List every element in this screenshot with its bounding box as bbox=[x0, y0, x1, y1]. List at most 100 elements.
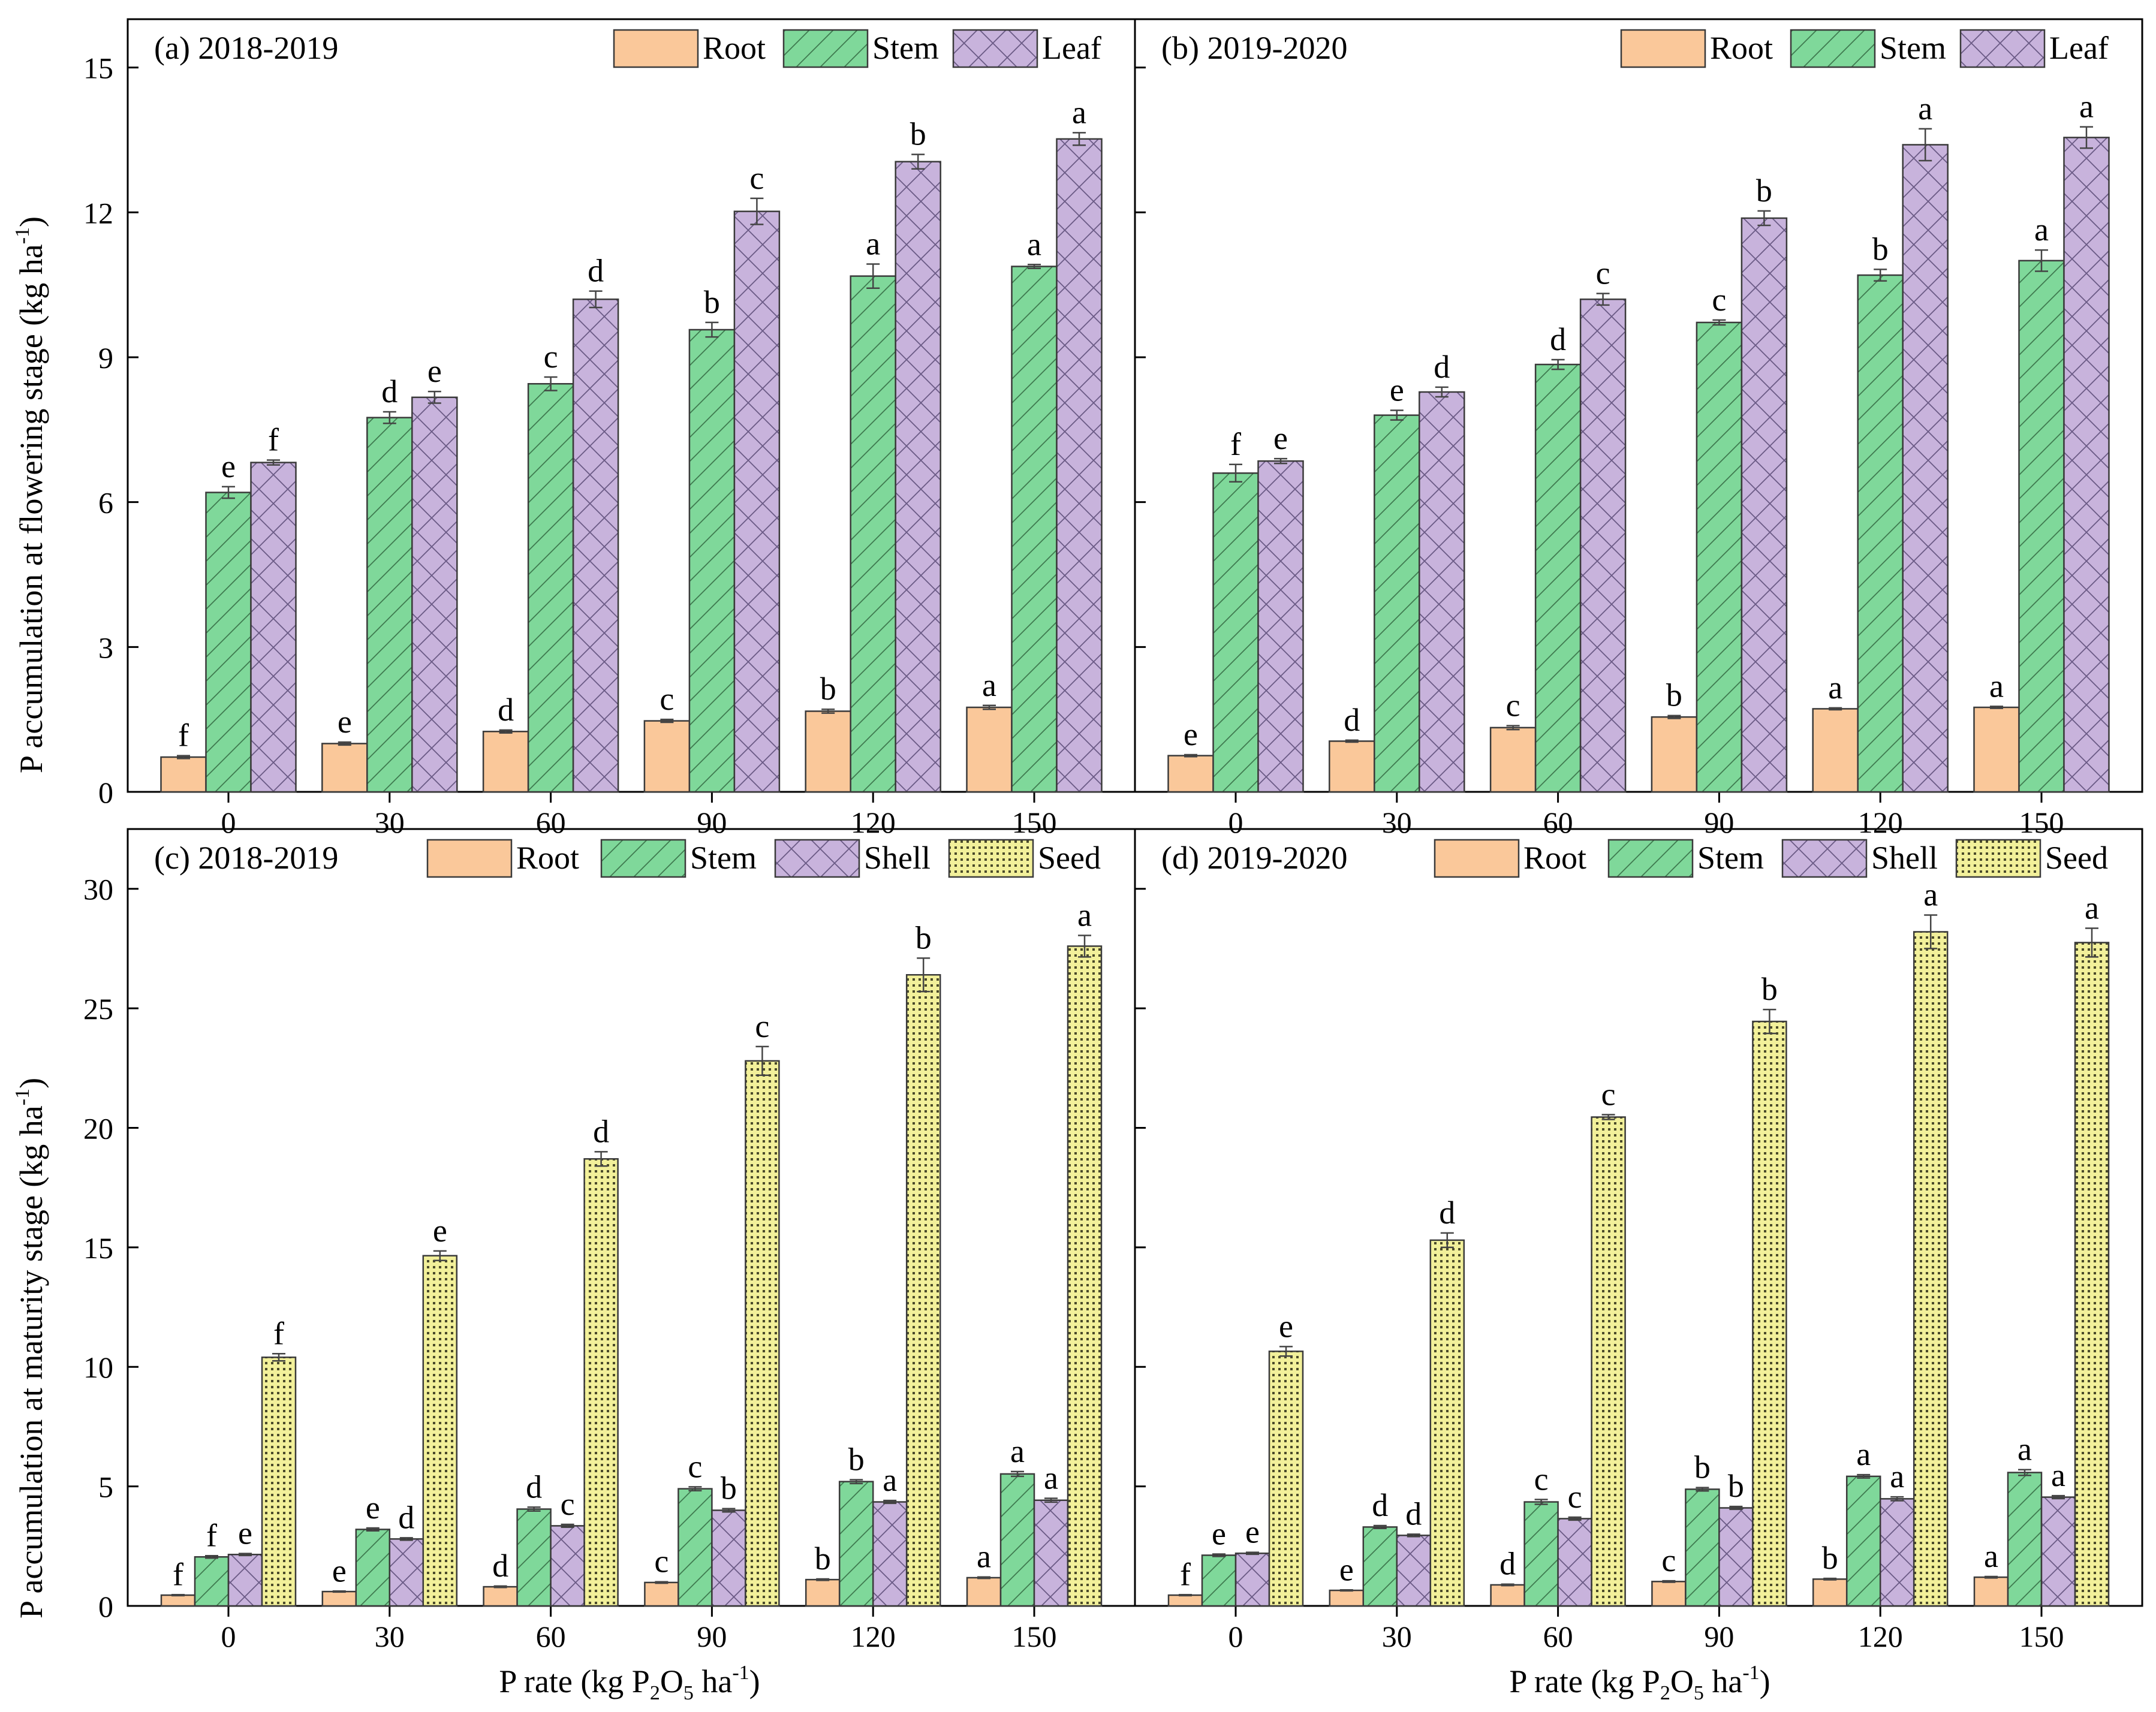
x-axis-title-right-prefix: P rate (kg P bbox=[1509, 1663, 1660, 1699]
error-bar-leaf bbox=[1757, 210, 1771, 227]
bar-stem bbox=[850, 275, 896, 793]
legend-swatch-shell bbox=[774, 839, 860, 878]
significance-letter: f bbox=[206, 1517, 217, 1553]
error-bar-root bbox=[983, 704, 996, 710]
error-bar-stem bbox=[1011, 1470, 1024, 1478]
bar-root bbox=[482, 731, 529, 793]
error-bar-shell bbox=[399, 1537, 413, 1541]
significance-letter: d bbox=[1405, 1496, 1422, 1532]
bar-seed bbox=[583, 1158, 619, 1607]
svg-text:P accumulation at flowering st: P accumulation at flowering stage (kg ha… bbox=[11, 216, 49, 773]
bar-root bbox=[1973, 706, 2020, 793]
error-bar-seed bbox=[433, 1250, 447, 1262]
panel-title: (b) 2019-2020 bbox=[1161, 30, 1347, 66]
error-bar-shell bbox=[1568, 1516, 1582, 1521]
error-bar-stem bbox=[366, 1527, 380, 1532]
bar-shell bbox=[1396, 1535, 1432, 1607]
svg-text:P rate (kg P2O5 ha-1): P rate (kg P2O5 ha-1) bbox=[499, 1662, 760, 1704]
legend-swatch-root bbox=[1620, 29, 1706, 68]
error-bar-root bbox=[1345, 739, 1359, 743]
bar-stem bbox=[355, 1529, 391, 1607]
significance-letter: e bbox=[433, 1213, 447, 1249]
bar-seed bbox=[261, 1357, 297, 1607]
error-bar-stem bbox=[1229, 463, 1242, 483]
significance-letter: a bbox=[1828, 670, 1842, 706]
x-axis-title-left-suffix: ha bbox=[694, 1663, 733, 1699]
significance-letter: a bbox=[1044, 1460, 1058, 1496]
x-axis-title-left-sub: 2 bbox=[650, 1682, 660, 1704]
x-tick-label: 60 bbox=[1543, 806, 1573, 839]
legend-swatch-stem bbox=[1790, 29, 1876, 68]
significance-letter: d bbox=[1499, 1546, 1516, 1582]
legend-label-leaf: Leaf bbox=[2049, 30, 2109, 66]
error-bar-stem bbox=[544, 376, 558, 391]
bar-leaf bbox=[895, 161, 941, 793]
significance-letter: a bbox=[1072, 94, 1086, 130]
significance-letter: c bbox=[1534, 1461, 1549, 1497]
x-tick-label: 90 bbox=[1704, 806, 1734, 839]
x-tick-label: 30 bbox=[1382, 1620, 1412, 1653]
legend-swatch-leaf bbox=[952, 29, 1038, 68]
significance-letter: d bbox=[1344, 702, 1360, 738]
significance-letter: a bbox=[1027, 226, 1041, 262]
significance-letter: b bbox=[721, 1470, 737, 1506]
significance-letter: c bbox=[654, 1544, 669, 1580]
bar-root bbox=[483, 1586, 518, 1607]
bar-shell bbox=[1234, 1553, 1270, 1607]
bar-shell bbox=[1718, 1507, 1754, 1607]
x-tick-label: 60 bbox=[536, 806, 566, 839]
significance-letter: a bbox=[1077, 897, 1092, 933]
bar-stem bbox=[1685, 1488, 1720, 1607]
legend-swatch-root bbox=[613, 29, 699, 68]
svg-text:P accumulation at maturity sta: P accumulation at maturity stage (kg ha-… bbox=[11, 1078, 49, 1618]
bar-seed bbox=[1752, 1020, 1787, 1607]
error-bar-root bbox=[499, 729, 513, 734]
bar-stem bbox=[205, 492, 252, 793]
legend-label-stem: Stem bbox=[1697, 840, 1764, 876]
bar-stem bbox=[1212, 472, 1259, 793]
x-tick-label: 90 bbox=[697, 806, 727, 839]
x-tick-label: 120 bbox=[851, 806, 896, 839]
bar-root bbox=[643, 720, 691, 793]
significance-letter: a bbox=[2085, 890, 2099, 926]
significance-letter: e bbox=[1212, 1515, 1226, 1551]
significance-letter: a bbox=[1918, 91, 1932, 126]
error-bar-seed bbox=[272, 1353, 285, 1362]
bar-stem bbox=[1696, 321, 1743, 793]
error-bar-stem bbox=[1874, 269, 1887, 282]
bar-root bbox=[1651, 716, 1698, 793]
error-bar-root bbox=[332, 1590, 346, 1593]
legend-label-stem: Stem bbox=[690, 840, 757, 876]
bar-leaf bbox=[1902, 144, 1949, 793]
significance-letter: c bbox=[544, 339, 558, 375]
error-bar-root bbox=[1506, 725, 1520, 731]
y-axis-title-bottom-end: ) bbox=[13, 1078, 49, 1089]
x-tick-label: 90 bbox=[1704, 1620, 1734, 1653]
error-bar-root bbox=[977, 1576, 990, 1580]
bar-stem bbox=[1845, 1475, 1881, 1607]
significance-letter: d bbox=[526, 1469, 542, 1505]
error-bar-stem bbox=[222, 486, 235, 499]
error-bar-seed bbox=[1279, 1346, 1293, 1357]
bar-root bbox=[1489, 727, 1537, 793]
significance-letter: f bbox=[173, 1556, 183, 1592]
bar-shell bbox=[1879, 1498, 1915, 1607]
significance-letter: b bbox=[1756, 173, 1772, 209]
error-bar-root bbox=[1184, 753, 1197, 758]
x-tick-label: 0 bbox=[1228, 1620, 1243, 1653]
bar-stem bbox=[527, 382, 574, 793]
x-tick-label: 0 bbox=[221, 1620, 236, 1653]
y-tick-label: 0 bbox=[98, 1590, 113, 1623]
error-bar-stem bbox=[1551, 358, 1565, 370]
error-bar-leaf bbox=[1274, 457, 1287, 465]
error-bar-seed bbox=[1078, 935, 1091, 958]
legend-label-seed: Seed bbox=[2045, 840, 2108, 876]
x-axis-title-left-prefix: P rate (kg P bbox=[499, 1663, 649, 1699]
y-axis-title-top-sup: -1 bbox=[11, 227, 34, 244]
bar-leaf bbox=[1579, 299, 1627, 793]
significance-letter: b bbox=[848, 1441, 865, 1477]
error-bar-leaf bbox=[427, 390, 441, 404]
significance-letter: b bbox=[916, 920, 932, 956]
